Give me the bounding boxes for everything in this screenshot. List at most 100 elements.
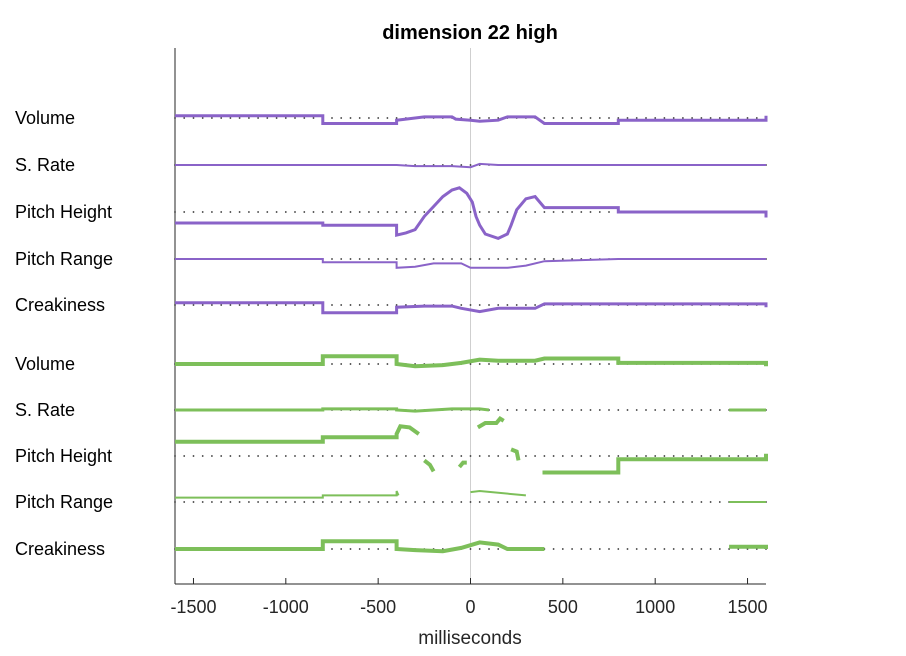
baseline-dot	[460, 211, 463, 213]
baseline-dot	[654, 409, 657, 411]
baseline-dot	[552, 211, 555, 213]
baseline-dot	[506, 258, 509, 260]
baseline-dot	[386, 455, 389, 457]
series-line	[457, 460, 467, 469]
x-tick-label: -1500	[170, 597, 216, 617]
baseline-dot	[192, 211, 195, 213]
baseline-dot	[737, 455, 740, 457]
baseline-dot	[386, 258, 389, 260]
baseline-dot	[663, 455, 666, 457]
baseline-dot	[663, 409, 666, 411]
baseline-dot	[358, 211, 361, 213]
baseline-dot	[561, 258, 564, 260]
baseline-dot	[441, 501, 444, 503]
row-2-1	[174, 407, 767, 413]
baseline-dot	[368, 363, 370, 365]
baseline-dot	[645, 455, 647, 457]
baseline-dot	[580, 409, 583, 411]
baseline-dot	[377, 455, 380, 457]
baseline-dot	[340, 304, 343, 306]
baseline-dot	[580, 501, 583, 503]
baseline-dot	[663, 501, 666, 503]
x-tick-label: 500	[548, 597, 578, 617]
baseline-dot	[561, 363, 564, 365]
baseline-dot	[284, 211, 287, 213]
baseline-dot	[561, 455, 564, 457]
baseline-dot	[275, 501, 278, 503]
baseline-dot	[682, 548, 684, 550]
baseline-dot	[598, 363, 601, 365]
baseline-dot	[331, 363, 333, 365]
baseline-dot	[580, 117, 583, 119]
baseline-dot	[451, 258, 453, 260]
baseline-dot	[331, 211, 333, 213]
baseline-dot	[580, 211, 583, 213]
baseline-dot	[608, 455, 610, 457]
baseline-dot	[294, 304, 296, 306]
row-label: Pitch Height	[15, 202, 112, 222]
baseline-dot	[534, 304, 536, 306]
baseline-dot	[589, 501, 592, 503]
baseline-dot	[691, 548, 693, 550]
baseline-dot	[321, 211, 324, 213]
baseline-dot	[377, 304, 380, 306]
baseline-dot	[552, 409, 555, 411]
baseline-dot	[617, 501, 620, 503]
baseline-dot	[552, 117, 555, 119]
baseline-dot	[386, 548, 389, 550]
baseline-dot	[497, 455, 500, 457]
baseline-dot	[238, 501, 241, 503]
baseline-dot	[552, 455, 555, 457]
row-labels: Volume S. Rate Pitch Height Pitch Range Crea…	[15, 108, 113, 559]
baseline-dot	[755, 117, 758, 119]
baseline-dot	[561, 548, 564, 550]
baseline-dot	[608, 548, 610, 550]
baseline-dot	[238, 211, 241, 213]
series-line	[510, 447, 521, 461]
baseline-dot	[423, 258, 426, 260]
baseline-dot	[506, 363, 509, 365]
baseline-dot	[534, 455, 536, 457]
baseline-dot	[718, 455, 721, 457]
baseline-dot	[441, 455, 444, 457]
baseline-dot	[395, 304, 398, 306]
baseline-dot	[303, 455, 306, 457]
baseline-dot	[220, 211, 223, 213]
baseline-dot	[432, 501, 435, 503]
baseline-dot	[257, 211, 259, 213]
baseline-dot	[183, 455, 186, 457]
baseline-dot	[672, 409, 675, 411]
baseline-dot	[358, 304, 361, 306]
baseline-dot	[608, 117, 610, 119]
baseline-dot	[718, 117, 721, 119]
baseline-dot	[358, 258, 361, 260]
baseline-dot	[589, 211, 592, 213]
baseline-dot	[377, 501, 380, 503]
baseline-dot	[201, 304, 204, 306]
baseline-dot	[451, 501, 453, 503]
series-line	[175, 162, 766, 169]
baseline-dot	[331, 455, 333, 457]
baseline-dot	[515, 409, 518, 411]
baseline-dot	[220, 455, 223, 457]
baseline-dot	[201, 211, 204, 213]
baseline-dot	[340, 258, 343, 260]
baseline-dot	[349, 501, 352, 503]
baseline-dot	[645, 409, 647, 411]
baseline-dot	[746, 117, 749, 119]
baseline-dot	[349, 304, 352, 306]
baseline-dot	[377, 117, 380, 119]
row-1-4	[174, 301, 768, 315]
baseline-dot	[598, 409, 601, 411]
baseline-dot	[497, 409, 500, 411]
series-line	[175, 114, 768, 125]
baseline-dot	[543, 258, 546, 260]
baseline-dot	[331, 117, 333, 119]
baseline-dot	[682, 117, 684, 119]
baseline-dot	[682, 409, 684, 411]
row-2-4	[174, 539, 768, 554]
baseline-dot	[469, 117, 472, 119]
baseline-dot	[488, 455, 490, 457]
baseline-dot	[580, 455, 583, 457]
series-line	[175, 424, 420, 444]
